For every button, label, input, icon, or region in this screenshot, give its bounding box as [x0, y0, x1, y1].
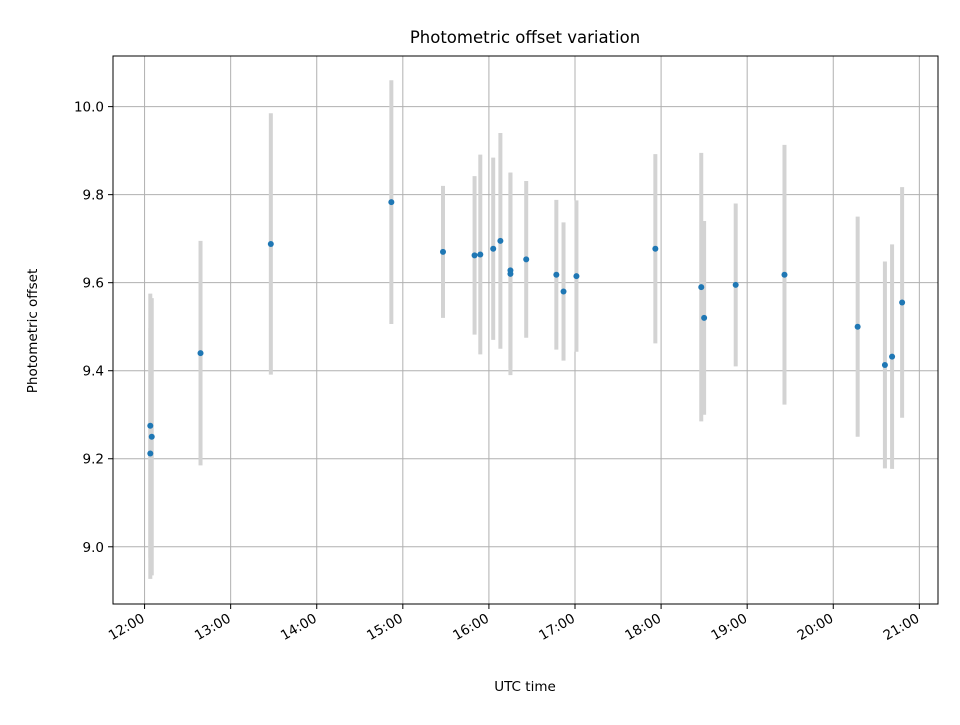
data-point [889, 353, 896, 360]
y-axis-label: Photometric offset [25, 269, 41, 393]
data-point [490, 245, 497, 252]
data-point [197, 350, 204, 357]
chart-title: Photometric offset variation [410, 28, 640, 47]
data-point [148, 433, 155, 440]
data-point [573, 273, 580, 280]
data-point [523, 256, 530, 263]
y-tick-label: 9.8 [83, 188, 104, 204]
data-point [560, 288, 567, 295]
y-tick-label: 9.0 [83, 540, 104, 556]
data-point [899, 299, 906, 306]
y-tick-label: 9.2 [83, 452, 104, 468]
data-point [147, 450, 154, 457]
data-point [781, 271, 788, 278]
point-layer [147, 199, 906, 457]
data-point [471, 252, 478, 259]
axes-frame [112, 55, 939, 605]
y-tick-label: 9.6 [83, 276, 104, 292]
data-point [652, 245, 659, 252]
data-point [701, 314, 708, 321]
data-point [881, 361, 888, 368]
data-point [507, 270, 514, 277]
data-point [147, 422, 154, 429]
y-tick-label: 9.4 [83, 364, 104, 380]
data-point [497, 237, 504, 244]
data-point [698, 284, 705, 291]
y-tick-label: 10.0 [74, 100, 104, 116]
x-axis-label: UTC time [494, 679, 556, 695]
data-point [440, 248, 446, 255]
data-point [388, 199, 395, 206]
data-point [854, 323, 861, 330]
data-point [477, 251, 484, 258]
data-point [553, 271, 560, 278]
data-point [732, 281, 739, 288]
data-point [267, 240, 274, 247]
